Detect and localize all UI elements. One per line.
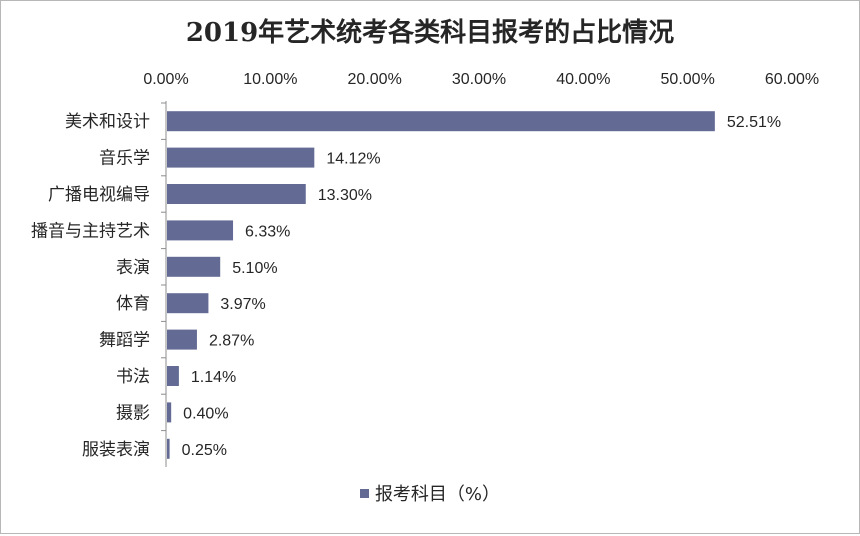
category-label: 广播电视编导	[48, 185, 150, 205]
bar	[167, 402, 172, 423]
data-label: 5.10%	[232, 260, 277, 277]
category-label: 书法	[116, 367, 150, 387]
category-label: 播音与主持艺术	[31, 221, 150, 241]
bar	[167, 438, 170, 459]
data-label: 0.25%	[182, 442, 227, 459]
data-label: 13.30%	[318, 187, 372, 204]
bar	[167, 293, 209, 314]
bar	[167, 184, 306, 204]
x-tick-label: 50.00%	[661, 71, 715, 88]
category-label: 摄影	[116, 403, 150, 423]
category-label: 表演	[116, 258, 150, 278]
data-label: 14.12%	[326, 151, 380, 168]
data-label: 0.40%	[183, 405, 228, 422]
x-tick-label: 20.00%	[348, 71, 402, 88]
category-label: 服装表演	[82, 440, 150, 460]
legend: 报考科目（%）	[0, 480, 860, 506]
bar	[167, 220, 234, 241]
data-label: 3.97%	[220, 296, 265, 313]
bar	[167, 256, 221, 277]
x-tick-label: 40.00%	[556, 71, 610, 88]
data-label: 6.33%	[245, 223, 290, 240]
x-tick-label: 0.00%	[143, 71, 188, 88]
bar	[167, 366, 179, 386]
data-label: 2.87%	[209, 333, 254, 350]
category-label: 音乐学	[99, 149, 150, 169]
category-label: 美术和设计	[65, 112, 150, 132]
data-label: 52.51%	[727, 114, 781, 131]
category-label: 体育	[116, 294, 150, 314]
category-label: 舞蹈学	[99, 331, 150, 351]
chart-title: 2019年艺术统考各类科目报考的占比情况	[185, 18, 675, 48]
x-tick-label: 60.00%	[765, 71, 819, 88]
x-tick-label: 30.00%	[452, 71, 506, 88]
bar	[167, 147, 315, 168]
data-label: 1.14%	[191, 369, 236, 386]
legend-swatch	[359, 488, 369, 498]
bar	[167, 111, 715, 132]
legend-label: 报考科目（%）	[374, 484, 501, 505]
bar	[167, 329, 197, 350]
x-tick-label: 10.00%	[243, 71, 297, 88]
